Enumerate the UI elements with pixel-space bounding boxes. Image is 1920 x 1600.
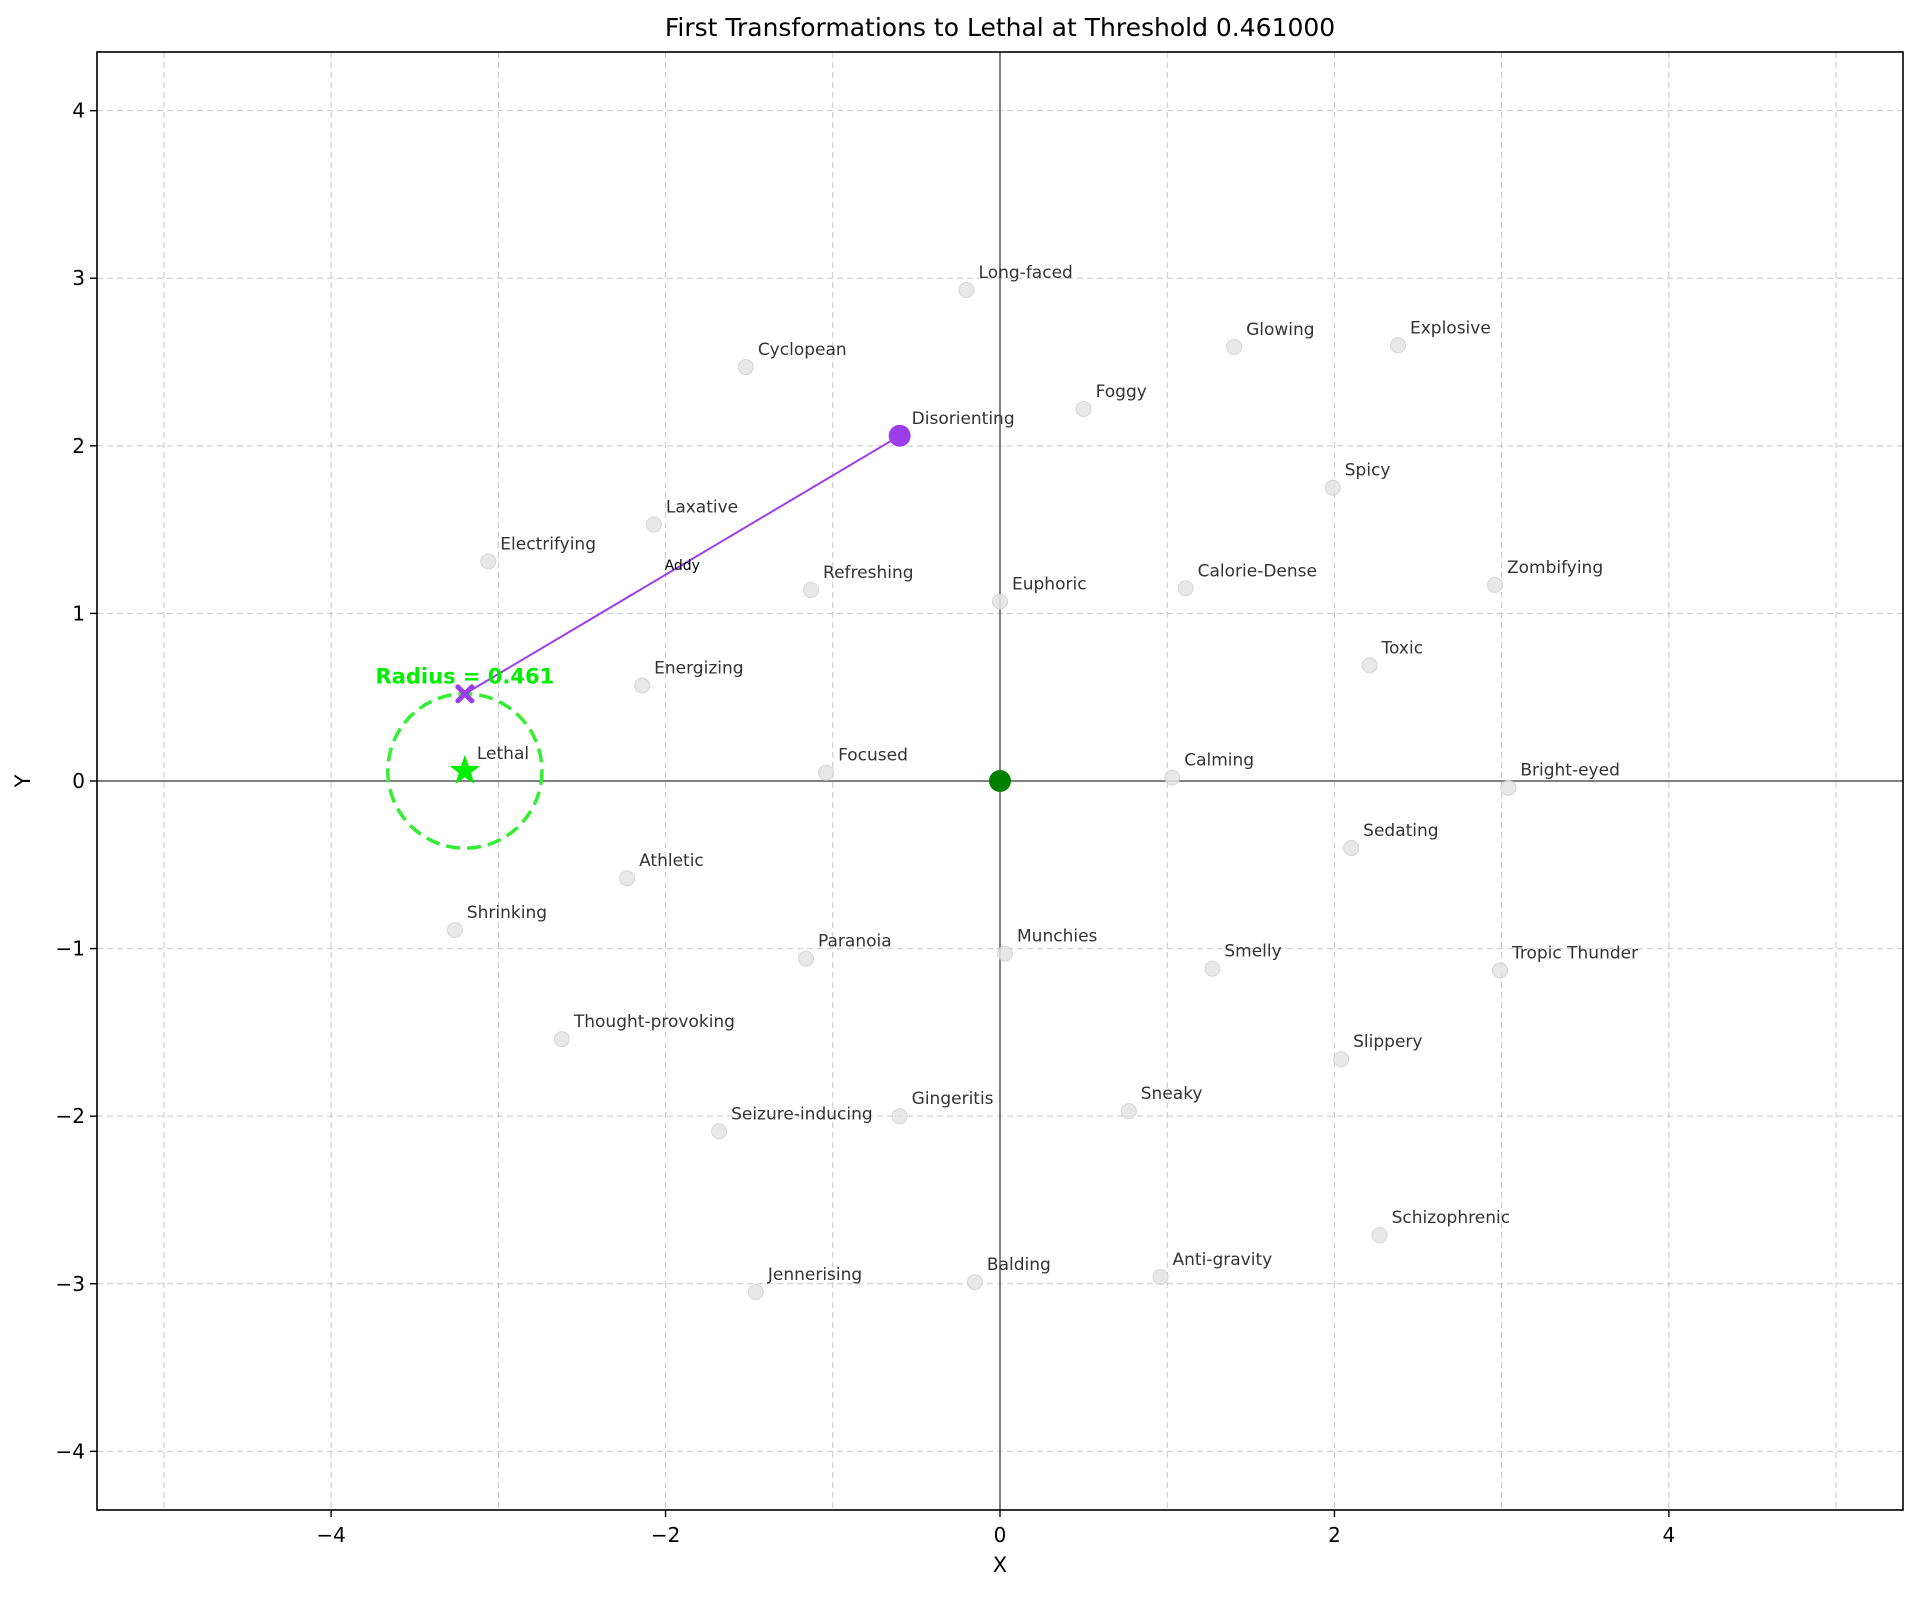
y-tick-label: −4 <box>56 1439 85 1463</box>
effect-point <box>1491 962 1508 979</box>
start-point-label: Disorienting <box>912 409 1015 429</box>
effect-point <box>1226 338 1243 355</box>
effect-point <box>1500 779 1517 796</box>
end-point <box>455 684 475 704</box>
effect-label: Spicy <box>1345 461 1391 481</box>
effect-label: Focused <box>838 746 908 766</box>
effect-point <box>958 281 975 298</box>
effect-points: Long-faced Glowing Explosive Cyclopean Foggy… <box>446 263 1638 1301</box>
y-tick-label: 0 <box>72 769 85 793</box>
effect-point <box>1343 840 1360 857</box>
transformation-line <box>464 434 901 695</box>
effect-point <box>891 1108 908 1125</box>
y-tick-label: 1 <box>72 601 85 625</box>
effect-label: Zombifying <box>1507 558 1603 578</box>
effect-point <box>711 1123 728 1140</box>
effect-point <box>1361 657 1378 674</box>
effect-point <box>1371 1227 1388 1244</box>
origin-point <box>989 770 1011 792</box>
effect-point <box>1389 337 1406 354</box>
target-star <box>449 754 481 784</box>
effect-label: Smelly <box>1224 942 1281 962</box>
effect-point <box>1075 400 1092 417</box>
effect-label: Toxic <box>1381 638 1424 658</box>
transformation-label: Addy <box>665 558 700 574</box>
effect-label: Electrifying <box>500 534 596 554</box>
effect-label: Energizing <box>654 658 743 678</box>
effect-label: Refreshing <box>823 563 914 583</box>
effect-label: Tropic Thunder <box>1511 943 1638 963</box>
effect-label: Seizure-inducing <box>731 1104 873 1124</box>
effect-point <box>619 870 636 887</box>
x-tick-label: 0 <box>994 1523 1007 1547</box>
effect-label: Glowing <box>1246 320 1315 340</box>
effect-point <box>1177 580 1194 597</box>
effect-label: Laxative <box>666 498 738 518</box>
y-tick-label: −2 <box>56 1104 85 1128</box>
effect-point <box>1333 1051 1350 1068</box>
effect-label: Long-faced <box>979 263 1073 283</box>
chart-title: First Transformations to Lethal at Thres… <box>665 13 1335 42</box>
effect-point <box>1152 1269 1169 1286</box>
x-tick-label: −2 <box>651 1523 680 1547</box>
y-tick-label: 2 <box>72 434 85 458</box>
effect-label: Slippery <box>1353 1032 1422 1052</box>
effect-label: Athletic <box>639 851 704 871</box>
effect-label: Calming <box>1184 751 1254 771</box>
effect-point <box>798 950 815 967</box>
transformation-layer: Addy Disorienting Lethal Radius = 0.461 <box>376 409 1015 850</box>
effect-label: Shrinking <box>467 903 547 923</box>
effect-point <box>553 1031 570 1048</box>
effect-label: Anti-gravity <box>1173 1250 1273 1270</box>
effect-point <box>1120 1103 1137 1120</box>
effect-label: Sneaky <box>1141 1084 1203 1104</box>
effect-point <box>446 922 463 939</box>
y-tick-label: −1 <box>56 937 85 961</box>
effect-point <box>992 593 1008 610</box>
x-tick-label: 2 <box>1328 1523 1341 1547</box>
effect-point <box>966 1274 983 1291</box>
y-tick-label: −3 <box>56 1272 85 1296</box>
effect-point <box>634 677 651 694</box>
effect-point <box>1204 960 1221 977</box>
y-axis-label: Y <box>11 774 35 788</box>
effect-point <box>997 945 1014 962</box>
effect-label: Cyclopean <box>758 340 847 360</box>
effect-label: Thought-provoking <box>573 1012 735 1032</box>
effect-point <box>803 581 820 598</box>
effect-label: Euphoric <box>1012 575 1087 595</box>
effect-label: Explosive <box>1410 318 1491 338</box>
axis-ticks: −4 −2 0 2 4 −4 −3 −2 −1 0 1 2 3 4 <box>56 99 1676 1547</box>
effect-label: Gingeritis <box>912 1089 994 1109</box>
effect-point <box>818 764 835 781</box>
effect-point <box>737 359 754 376</box>
x-tick-label: −4 <box>316 1523 345 1547</box>
effect-label: Paranoia <box>818 932 892 952</box>
effect-label: Munchies <box>1017 927 1098 947</box>
effect-label: Schizophrenic <box>1392 1208 1510 1228</box>
y-tick-label: 4 <box>72 99 85 123</box>
target-label: Lethal <box>477 744 529 764</box>
effect-label: Jennerising <box>767 1265 862 1285</box>
effect-label: Calorie-Dense <box>1198 561 1317 581</box>
effect-label: Bright-eyed <box>1520 761 1620 781</box>
effect-point <box>747 1284 764 1301</box>
effect-point <box>645 516 662 533</box>
effect-point <box>480 553 497 570</box>
effect-point <box>1324 479 1341 496</box>
effect-point <box>1486 576 1503 593</box>
x-tick-label: 4 <box>1663 1523 1676 1547</box>
radius-label: Radius = 0.461 <box>376 665 555 689</box>
effect-label: Foggy <box>1096 382 1147 402</box>
x-axis-label: X <box>993 1553 1007 1577</box>
y-tick-label: 3 <box>72 266 85 290</box>
effect-label: Balding <box>987 1255 1051 1275</box>
effect-label: Sedating <box>1363 821 1438 841</box>
start-point <box>888 424 911 447</box>
effect-point <box>1164 769 1181 786</box>
